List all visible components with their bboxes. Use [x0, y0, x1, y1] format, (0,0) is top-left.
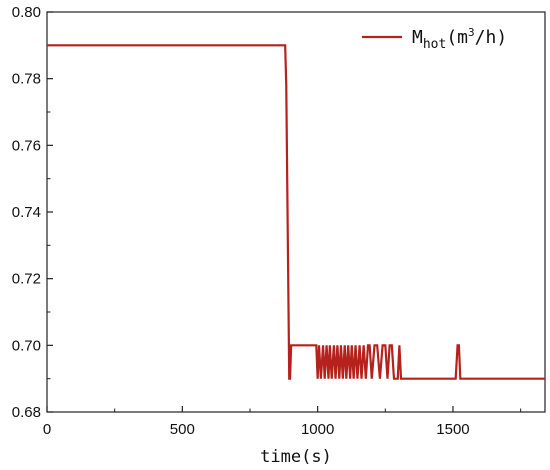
plot-area-frame: [46, 11, 546, 413]
y-tick-label: 0.78: [12, 71, 41, 88]
legend: Mhot(m3/h): [362, 26, 507, 52]
x-tick-label: 0: [43, 421, 51, 438]
x-axis-label: time(s): [260, 447, 332, 467]
tick-marks: [46, 11, 522, 413]
y-tick-label: 0.76: [12, 137, 41, 154]
y-tick-label: 0.70: [12, 337, 41, 354]
x-tick-label: 1000: [301, 421, 334, 438]
legend-label: Mhot(m3/h): [412, 26, 507, 52]
y-tick-label: 0.68: [12, 404, 41, 421]
x-tick-label: 1500: [436, 421, 469, 438]
y-tick-label: 0.80: [12, 4, 41, 21]
y-tick-label: 0.72: [12, 271, 41, 288]
series-line-mhot: [47, 44, 545, 380]
y-tick-label: 0.74: [12, 204, 41, 221]
tick-labels: 0.68 0.70 0.72 0.74 0.76 0.78 0.80 0 500 1000 1500: [12, 4, 470, 438]
x-tick-label: 500: [170, 421, 195, 438]
